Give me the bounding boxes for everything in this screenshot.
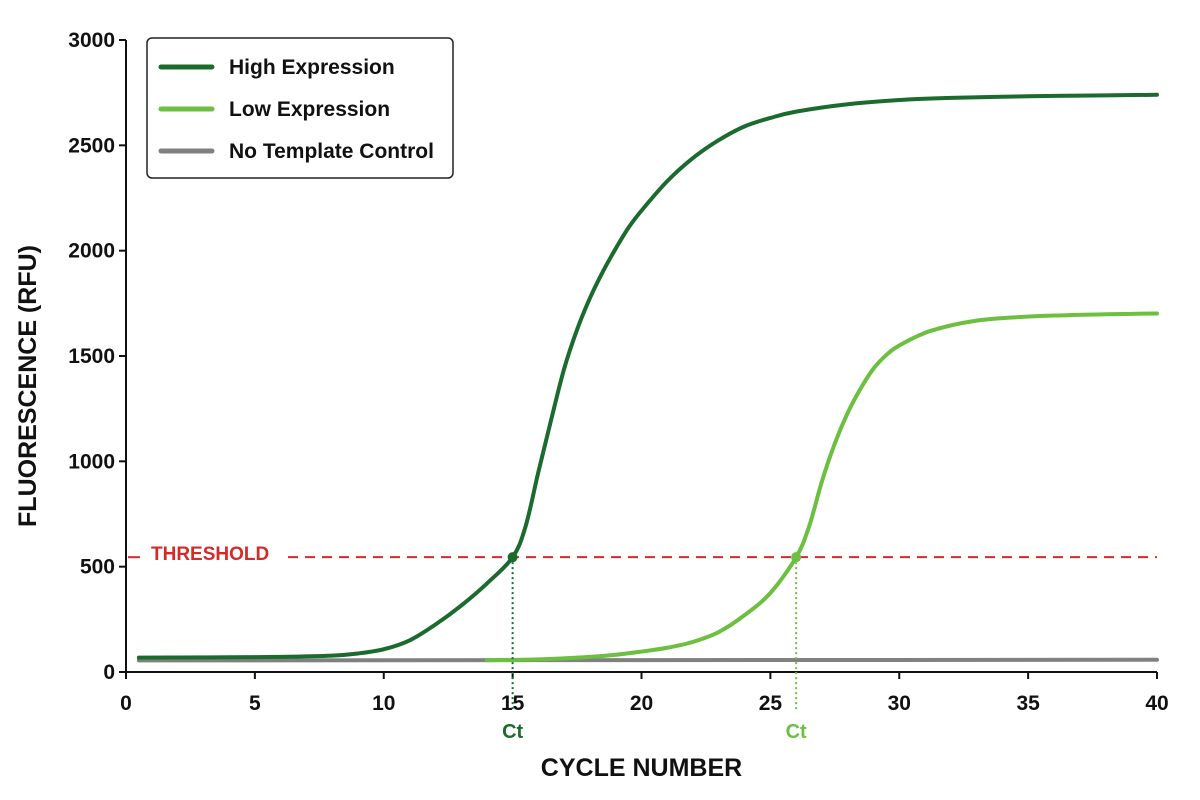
series-line-low-expression bbox=[484, 311, 1159, 663]
legend: High Expression Low Expression No Template… bbox=[146, 37, 454, 179]
x-axis-title: CYCLE NUMBER bbox=[541, 754, 742, 782]
x-tick-label: 20 bbox=[630, 692, 653, 715]
x-tick-label: 40 bbox=[1145, 692, 1168, 715]
y-tick-label: 2500 bbox=[68, 134, 115, 157]
y-tick-label: 3000 bbox=[68, 29, 115, 52]
x-tick-label: 25 bbox=[759, 692, 783, 715]
series-line-high-expression bbox=[136, 92, 1159, 660]
x-tick-label: 5 bbox=[249, 692, 261, 715]
ct-label: Ct bbox=[786, 721, 807, 743]
series-line-no-template-control bbox=[136, 657, 1159, 663]
legend-label: No Template Control bbox=[229, 140, 434, 163]
y-axis-title: FLUORESCENCE (RFU) bbox=[14, 245, 42, 527]
axis-titles-layer: CYCLE NUMBER FLUORESCENCE (RFU) bbox=[14, 245, 742, 782]
ct-label: Ct bbox=[502, 721, 523, 743]
y-tick-label: 1000 bbox=[68, 450, 115, 473]
y-tick-label: 1500 bbox=[68, 345, 115, 368]
x-tick-label: 10 bbox=[372, 692, 395, 715]
x-tick-label: 30 bbox=[888, 692, 911, 715]
legend-box bbox=[146, 37, 454, 179]
y-tick-label: 2000 bbox=[68, 240, 115, 263]
series-layer bbox=[136, 92, 1159, 663]
legend-label: Low Expression bbox=[229, 98, 390, 121]
x-tick-label: 0 bbox=[120, 692, 132, 715]
threshold-label: THRESHOLD bbox=[151, 544, 269, 565]
ct-marker-layer: Ct Ct bbox=[502, 552, 807, 743]
y-tick-label: 500 bbox=[80, 556, 115, 579]
ct-point bbox=[791, 552, 802, 563]
y-tick-label: 0 bbox=[103, 661, 115, 684]
ct-point bbox=[507, 552, 518, 563]
legend-label: High Expression bbox=[229, 56, 395, 79]
threshold-layer: THRESHOLD bbox=[128, 544, 1157, 565]
x-tick-label: 35 bbox=[1016, 692, 1040, 715]
